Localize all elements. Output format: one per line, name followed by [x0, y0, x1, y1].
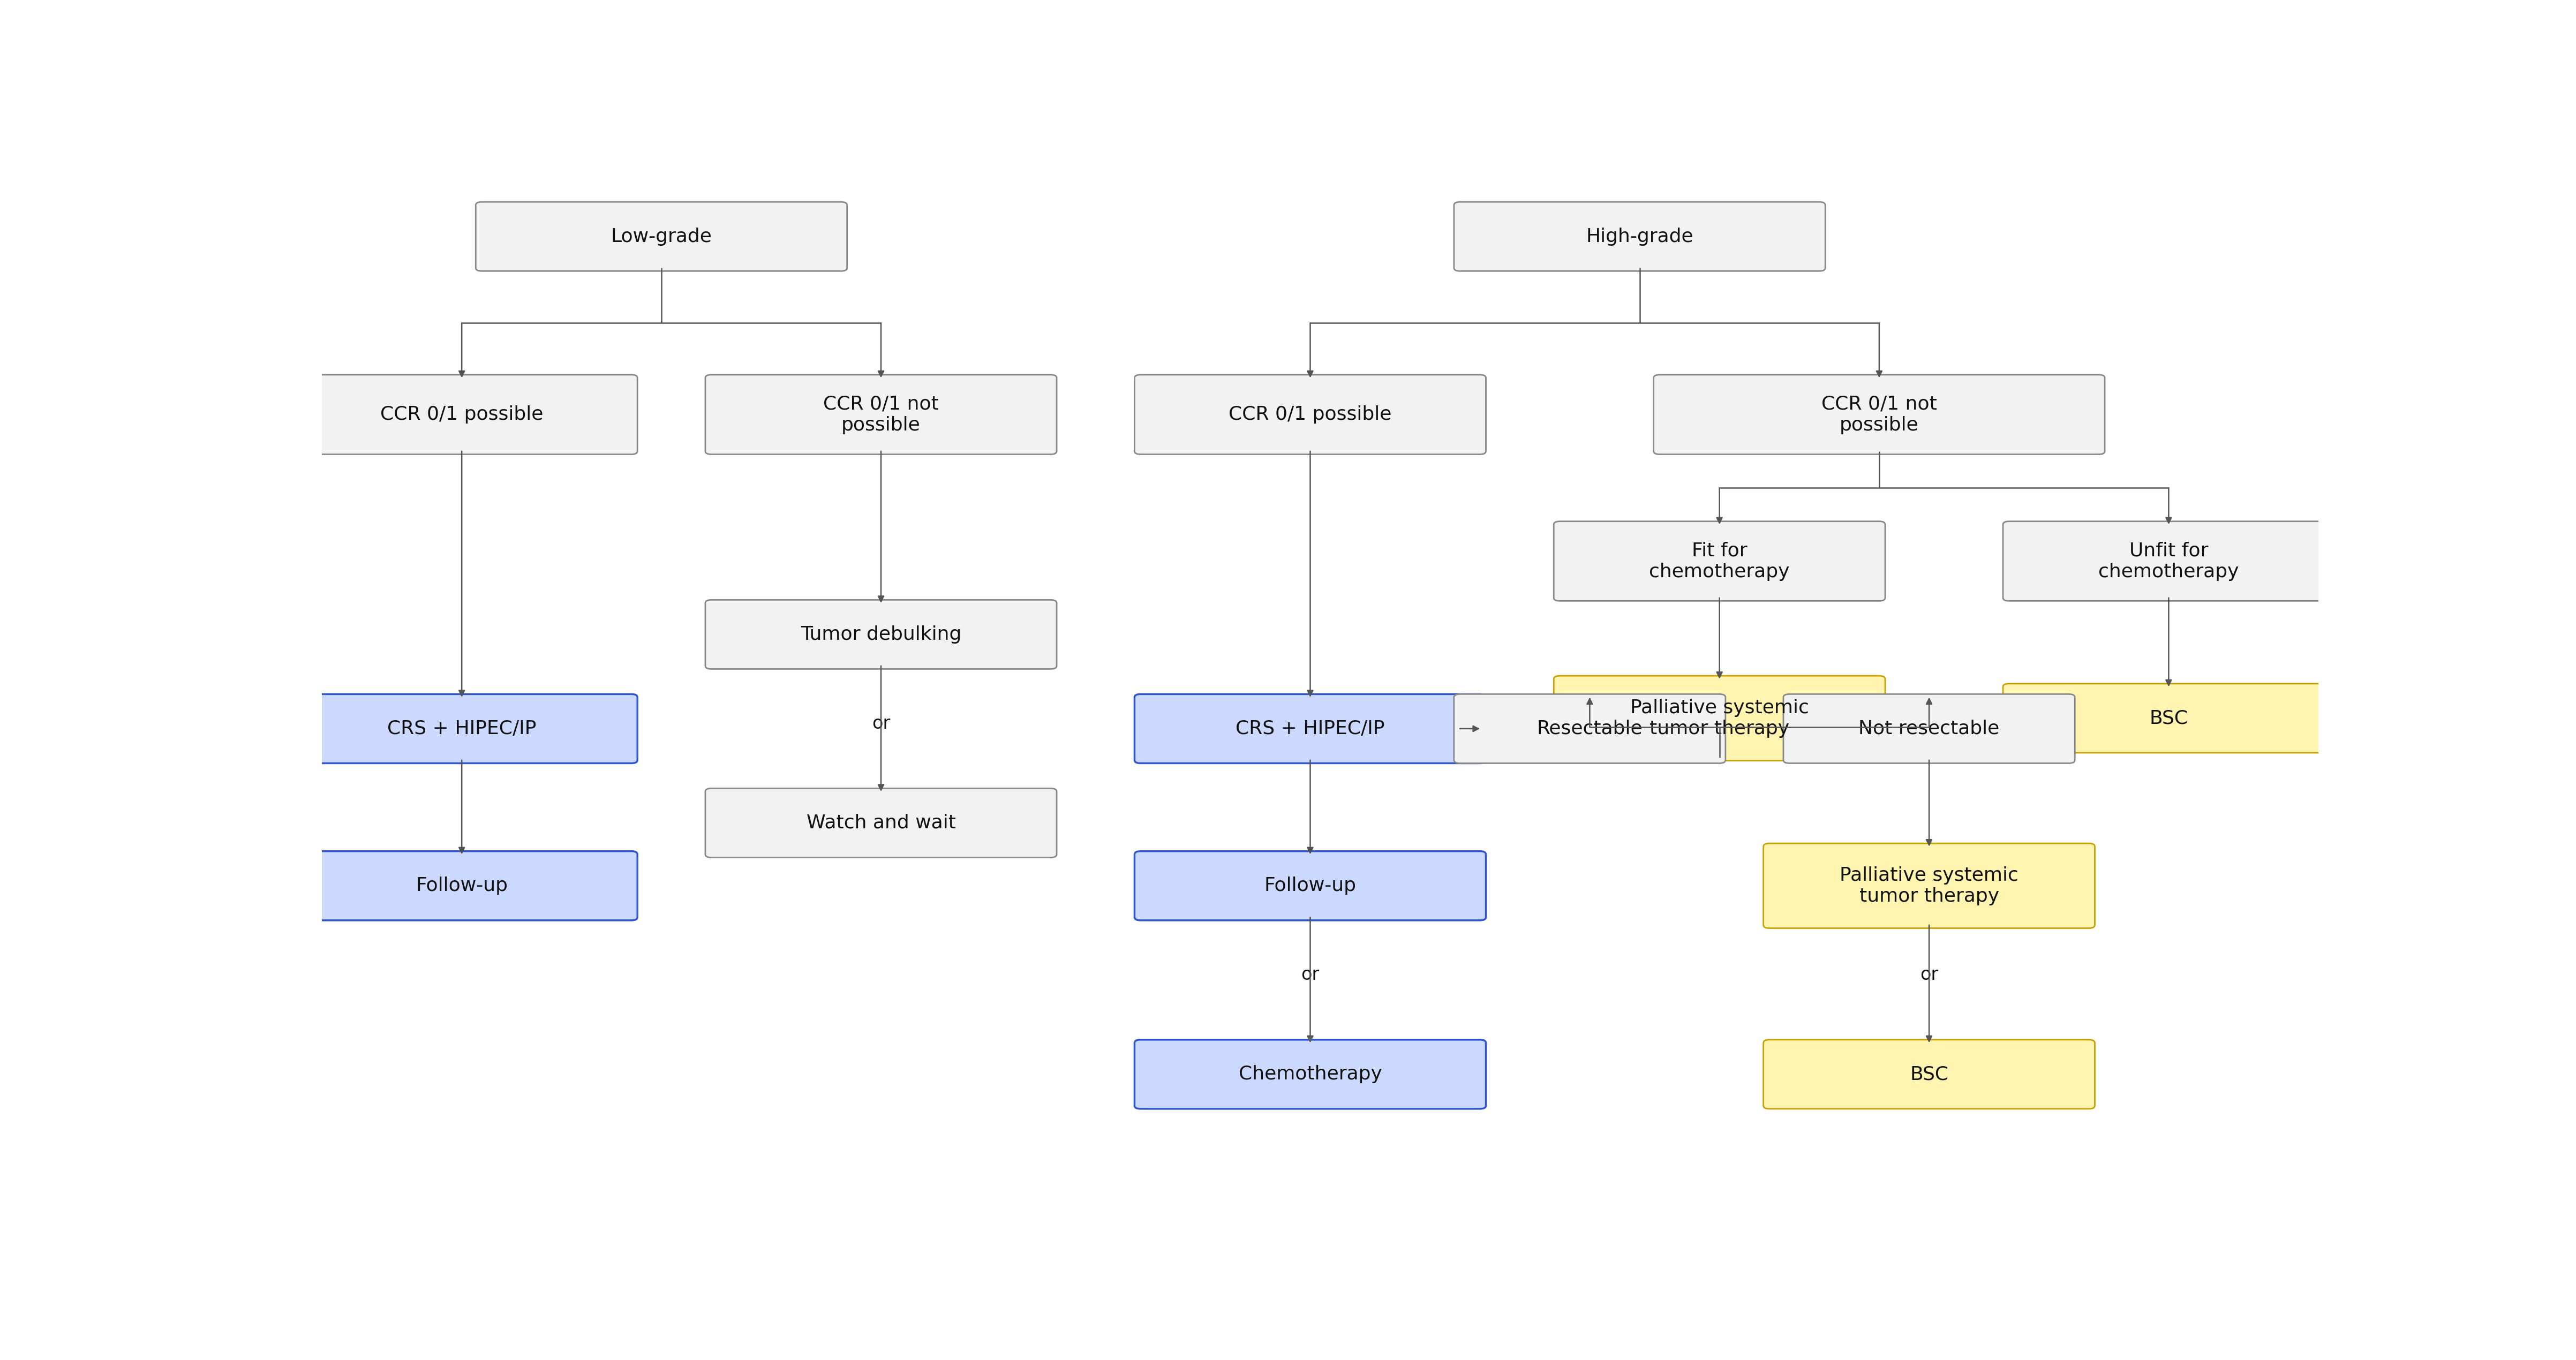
Text: CCR 0/1 not
possible: CCR 0/1 not possible	[1821, 394, 1937, 434]
FancyBboxPatch shape	[286, 851, 636, 921]
Text: Palliative systemic
tumor therapy: Palliative systemic tumor therapy	[1631, 699, 1808, 738]
Text: BSC: BSC	[2148, 709, 2187, 728]
Text: Unfit for
chemotherapy: Unfit for chemotherapy	[2099, 541, 2239, 581]
Text: CRS + HIPEC/IP: CRS + HIPEC/IP	[1236, 719, 1386, 737]
FancyBboxPatch shape	[1453, 201, 1826, 271]
Text: Follow-up: Follow-up	[1265, 877, 1358, 895]
Text: Low-grade: Low-grade	[611, 227, 711, 246]
FancyBboxPatch shape	[2004, 521, 2334, 601]
FancyBboxPatch shape	[1765, 843, 2094, 928]
FancyBboxPatch shape	[1783, 694, 2074, 763]
FancyBboxPatch shape	[1453, 694, 1726, 763]
Text: Tumor debulking: Tumor debulking	[801, 626, 961, 643]
Text: or: or	[1301, 966, 1319, 983]
FancyBboxPatch shape	[1553, 676, 1886, 760]
FancyBboxPatch shape	[1553, 521, 1886, 601]
FancyBboxPatch shape	[1654, 375, 2105, 454]
Text: Not resectable: Not resectable	[1860, 719, 1999, 737]
FancyBboxPatch shape	[706, 789, 1056, 858]
Text: CRS + HIPEC/IP: CRS + HIPEC/IP	[386, 719, 536, 737]
FancyBboxPatch shape	[2004, 684, 2334, 753]
FancyBboxPatch shape	[1765, 1039, 2094, 1108]
FancyBboxPatch shape	[706, 600, 1056, 669]
Text: CCR 0/1 not
possible: CCR 0/1 not possible	[824, 394, 938, 434]
FancyBboxPatch shape	[1133, 694, 1486, 763]
Text: Palliative systemic
tumor therapy: Palliative systemic tumor therapy	[1839, 866, 2020, 906]
FancyBboxPatch shape	[706, 375, 1056, 454]
Text: CCR 0/1 possible: CCR 0/1 possible	[381, 405, 544, 423]
FancyBboxPatch shape	[286, 375, 636, 454]
Text: High-grade: High-grade	[1587, 227, 1692, 246]
Text: CCR 0/1 possible: CCR 0/1 possible	[1229, 405, 1391, 423]
Text: or: or	[1919, 966, 1937, 983]
Text: Resectable: Resectable	[1538, 719, 1643, 737]
Text: Watch and wait: Watch and wait	[806, 813, 956, 832]
FancyBboxPatch shape	[1133, 1039, 1486, 1108]
Text: BSC: BSC	[1909, 1065, 1947, 1084]
FancyBboxPatch shape	[1133, 851, 1486, 921]
FancyBboxPatch shape	[477, 201, 848, 271]
FancyBboxPatch shape	[286, 694, 636, 763]
Text: Fit for
chemotherapy: Fit for chemotherapy	[1649, 541, 1790, 581]
Text: or: or	[871, 714, 891, 732]
FancyBboxPatch shape	[1133, 375, 1486, 454]
Text: Follow-up: Follow-up	[415, 877, 507, 895]
Text: Chemotherapy: Chemotherapy	[1239, 1065, 1381, 1084]
